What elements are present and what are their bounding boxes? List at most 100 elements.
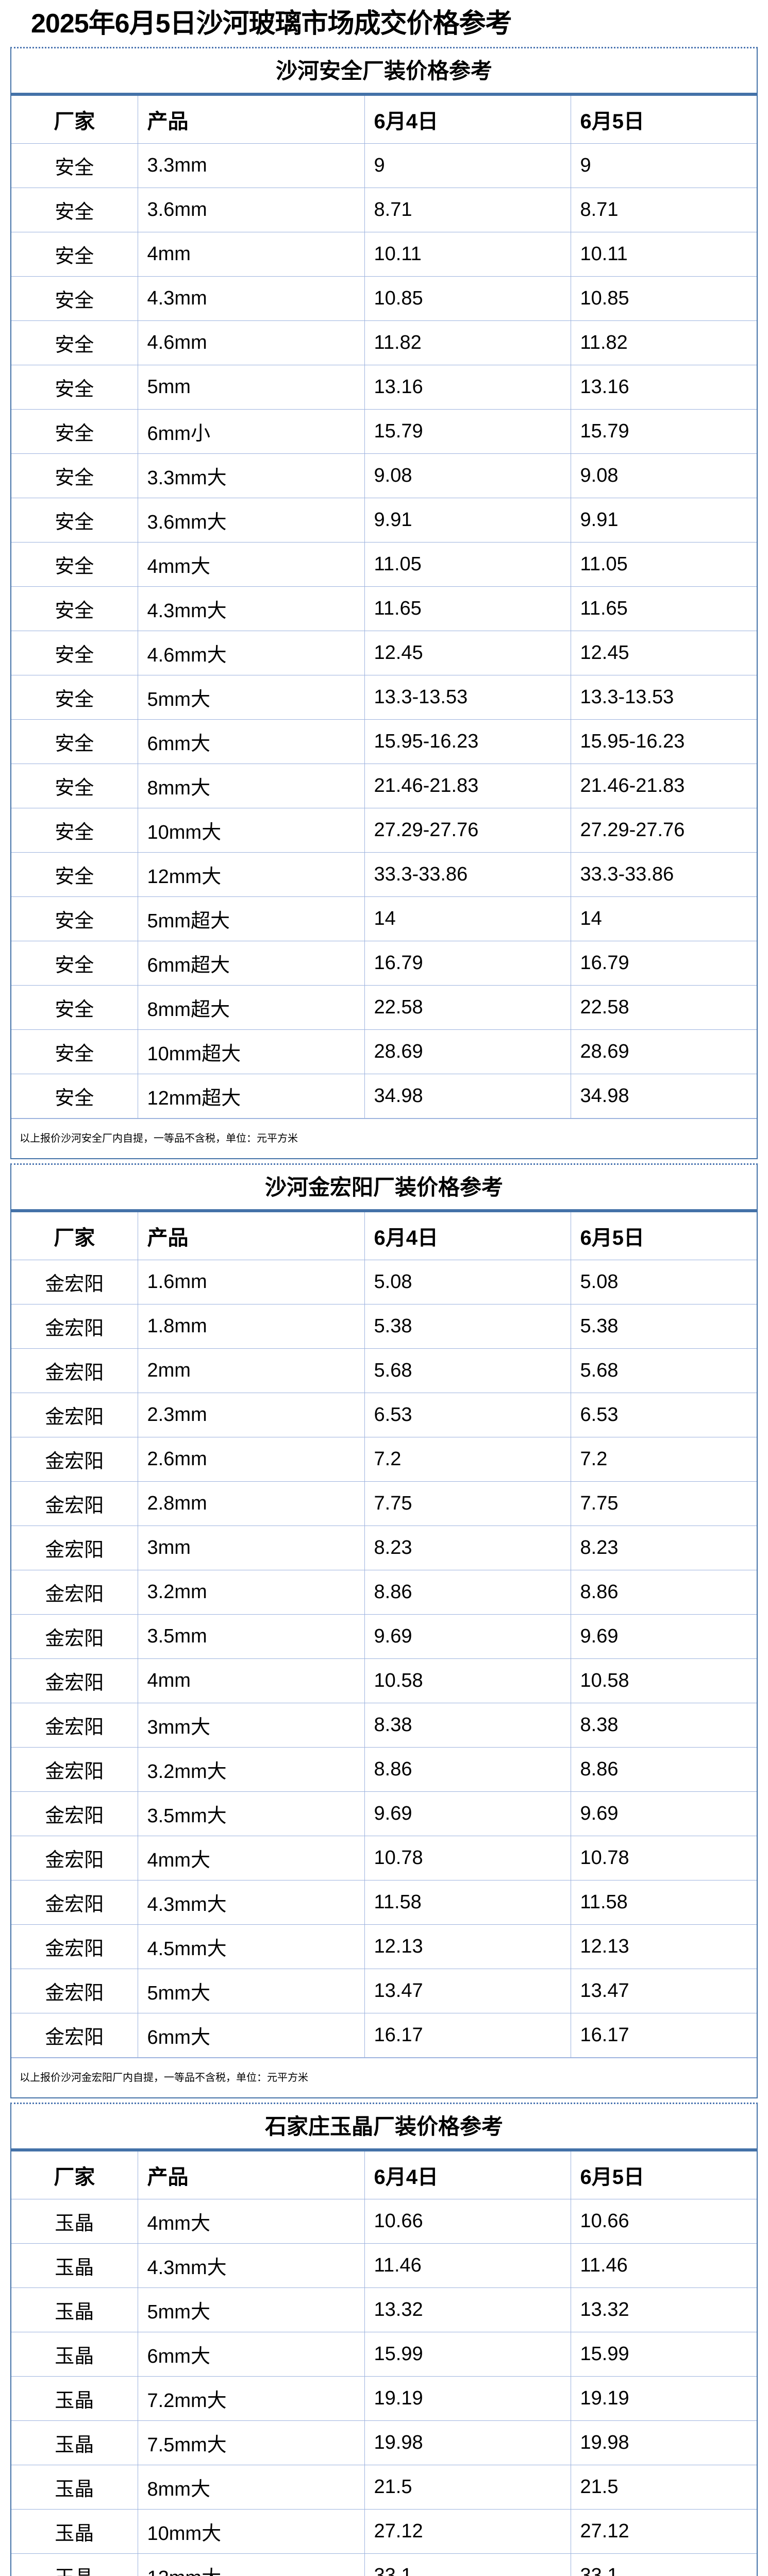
cell-price-prev: 13.32 [364,2287,571,2332]
cell-maker: 金宏阳 [11,1348,138,1393]
cell-product: 7.2mm大 [137,2376,365,2421]
tables-container: 沙河安全厂装价格参考 厂家 产品 6月4日 6月5日 安全 3.3mm 9 9 安全 3.6mm 8.… [0,47,768,2576]
table-row: 安全 3.3mm 9 9 [11,143,757,188]
column-header-maker: 厂家 [11,1212,138,1260]
cell-price-prev: 5.38 [364,1303,571,1349]
cell-price-curr: 12.45 [570,630,757,675]
cell-maker: 安全 [11,852,138,897]
cell-maker: 金宏阳 [11,1658,138,1703]
cell-price-prev: 16.17 [364,2012,571,2058]
cell-price-curr: 8.71 [570,187,757,232]
cell-product: 8mm大 [137,2464,365,2510]
cell-product: 7.5mm大 [137,2420,365,2465]
cell-price-prev: 8.23 [364,1525,571,1570]
cell-maker: 安全 [11,320,138,365]
cell-price-curr: 21.5 [570,2464,757,2510]
table-row: 安全 6mm小 15.79 15.79 [11,409,757,454]
cell-price-prev: 6.53 [364,1392,571,1437]
cell-price-prev: 19.98 [364,2420,571,2465]
cell-price-curr: 8.23 [570,1525,757,1570]
cell-product: 1.8mm [137,1303,365,1349]
cell-price-prev: 27.12 [364,2509,571,2554]
cell-maker: 金宏阳 [11,1924,138,1969]
table-row: 安全 4.6mm 11.82 11.82 [11,320,757,365]
table-row: 金宏阳 3mm 8.23 8.23 [11,1525,757,1570]
cell-product: 5mm大 [137,1968,365,2013]
cell-maker: 玉晶 [11,2287,138,2332]
cell-maker: 安全 [11,143,138,188]
table-row: 金宏阳 2.8mm 7.75 7.75 [11,1481,757,1526]
cell-maker: 玉晶 [11,2198,138,2244]
block-separator [0,2098,768,2103]
column-header-product: 产品 [137,96,365,144]
cell-product: 4.3mm大 [137,586,365,631]
cell-product: 3.2mm大 [137,1747,365,1792]
cell-maker: 金宏阳 [11,1702,138,1748]
cell-product: 3.2mm [137,1569,365,1615]
cell-product: 12mm大 [137,852,365,897]
cell-product: 3.5mm大 [137,1791,365,1836]
cell-product: 4mm大 [137,2198,365,2244]
cell-product: 4mm [137,1658,365,1703]
cell-product: 4.3mm [137,276,365,321]
table-row: 金宏阳 1.8mm 5.38 5.38 [11,1303,757,1349]
table-row: 安全 4.3mm 10.85 10.85 [11,276,757,321]
cell-maker: 安全 [11,541,138,587]
cell-price-prev: 22.58 [364,985,571,1030]
column-header-date-prev: 6月4日 [364,96,571,144]
cell-product: 4.5mm大 [137,1924,365,1969]
cell-price-prev: 10.58 [364,1658,571,1703]
table-section-title: 沙河金宏阳厂装价格参考 [11,1165,757,1213]
cell-price-curr: 19.19 [570,2376,757,2421]
cell-price-curr: 33.3-33.86 [570,852,757,897]
column-header-date-curr: 6月5日 [570,2151,757,2199]
cell-price-prev: 33.3-33.86 [364,852,571,897]
cell-maker: 金宏阳 [11,1968,138,2013]
page-title: 2025年6月5日沙河玻璃市场成交价格参考 [31,9,512,39]
cell-maker: 玉晶 [11,2243,138,2288]
cell-price-prev: 28.69 [364,1029,571,1074]
table-row: 安全 5mm超大 14 14 [11,896,757,941]
cell-maker: 金宏阳 [11,1436,138,1482]
cell-price-curr: 11.65 [570,586,757,631]
column-header-product: 产品 [137,2151,365,2199]
table-row: 玉晶 7.2mm大 19.19 19.19 [11,2376,757,2421]
cell-price-curr: 5.68 [570,1348,757,1393]
table-row: 金宏阳 6mm大 16.17 16.17 [11,2012,757,2058]
cell-product: 3.3mm [137,143,365,188]
table-row: 金宏阳 3.5mm 9.69 9.69 [11,1614,757,1659]
cell-product: 3.6mm大 [137,497,365,543]
cell-product: 8mm大 [137,763,365,808]
cell-price-curr: 27.29-27.76 [570,807,757,853]
cell-price-curr: 10.58 [570,1658,757,1703]
cell-price-curr: 13.16 [570,364,757,410]
cell-price-prev: 13.3-13.53 [364,674,571,720]
cell-price-prev: 11.65 [364,586,571,631]
cell-price-prev: 16.79 [364,940,571,986]
table-row: 金宏阳 3.2mm大 8.86 8.86 [11,1747,757,1792]
table-row: 金宏阳 2.3mm 6.53 6.53 [11,1392,757,1437]
table-row: 金宏阳 4mm 10.58 10.58 [11,1658,757,1703]
cell-price-curr: 8.86 [570,1569,757,1615]
cell-price-prev: 11.82 [364,320,571,365]
cell-price-prev: 10.11 [364,231,571,277]
cell-price-curr: 9.69 [570,1614,757,1659]
cell-price-curr: 11.46 [570,2243,757,2288]
table-row: 金宏阳 5mm大 13.47 13.47 [11,1968,757,2013]
cell-maker: 安全 [11,586,138,631]
cell-maker: 安全 [11,497,138,543]
table-footnote: 以上报价沙河安全厂内自提，一等品不含税，单位：元平方米 [11,1118,757,1158]
cell-product: 4.6mm [137,320,365,365]
table-row: 安全 8mm大 21.46-21.83 21.46-21.83 [11,763,757,808]
cell-price-prev: 9.08 [364,453,571,498]
cell-product: 2mm [137,1348,365,1393]
cell-maker: 安全 [11,985,138,1030]
cell-product: 6mm小 [137,409,365,454]
table-row: 玉晶 5mm大 13.32 13.32 [11,2287,757,2332]
cell-price-prev: 9.69 [364,1791,571,1836]
cell-price-prev: 8.71 [364,187,571,232]
cell-maker: 玉晶 [11,2553,138,2576]
table-header-row: 厂家 产品 6月4日 6月5日 [11,2151,757,2199]
table-row: 安全 8mm超大 22.58 22.58 [11,985,757,1030]
cell-maker: 安全 [11,763,138,808]
